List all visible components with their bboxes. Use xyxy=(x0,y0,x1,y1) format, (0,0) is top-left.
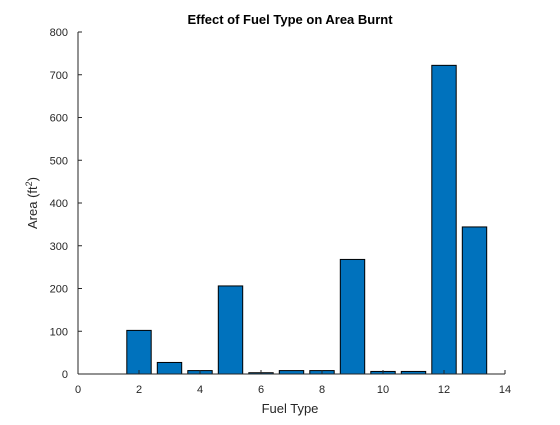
y-axis-label-base: Area (ft xyxy=(25,186,40,229)
bar-fuel-type-2 xyxy=(126,329,152,375)
y-tick-label: 800 xyxy=(50,27,68,39)
y-tick-label: 500 xyxy=(50,155,68,167)
bar-fuel-type-7 xyxy=(278,370,305,375)
x-tick-label: 14 xyxy=(499,384,511,396)
y-tick-label: 100 xyxy=(50,326,68,338)
y-axis-label-end: ) xyxy=(25,177,40,181)
bar-fuel-type-9 xyxy=(339,258,366,375)
y-axis-label-superscript: 2 xyxy=(24,181,34,186)
bar-fuel-type-3 xyxy=(156,361,183,375)
y-tick-label: 200 xyxy=(50,284,68,296)
y-axis-label: Area (ft2) xyxy=(24,177,40,229)
y-ticks-group: 0 100 200 300 400 500 600 700 800 xyxy=(50,27,82,381)
x-ticks-group: 0 2 4 6 8 10 12 14 xyxy=(75,370,511,396)
y-tick-label: 700 xyxy=(50,70,68,82)
x-tick-label: 0 xyxy=(75,384,81,396)
bars-group xyxy=(126,64,488,375)
x-tick-label: 2 xyxy=(136,384,142,396)
bar-fuel-type-13 xyxy=(461,226,488,375)
x-tick-label: 12 xyxy=(438,384,450,396)
y-tick-label: 600 xyxy=(50,113,68,125)
y-tick-label: 300 xyxy=(50,241,68,253)
x-tick-label: 8 xyxy=(319,384,325,396)
x-axis-label: Fuel Type xyxy=(262,401,319,416)
x-tick-label: 6 xyxy=(258,384,264,396)
bar-fuel-type-5 xyxy=(217,285,244,375)
y-tick-label: 400 xyxy=(50,198,68,210)
y-tick-label: 0 xyxy=(62,369,68,381)
x-tick-label: 10 xyxy=(377,384,389,396)
x-tick-label: 4 xyxy=(197,384,203,396)
chart-title: Effect of Fuel Type on Area Burnt xyxy=(187,12,393,27)
bar-fuel-type-12 xyxy=(431,64,457,375)
